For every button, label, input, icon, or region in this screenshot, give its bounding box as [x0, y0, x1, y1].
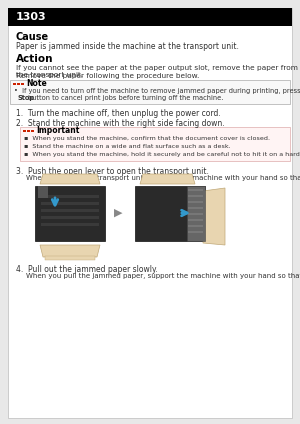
Bar [38, 186, 48, 198]
Bar [41, 202, 99, 205]
Text: Cause: Cause [16, 32, 49, 42]
Bar [41, 195, 99, 198]
Polygon shape [140, 174, 195, 184]
Bar [135, 186, 205, 241]
Bar [41, 209, 99, 212]
Bar [41, 223, 99, 226]
Text: When you pull the jammed paper, support the machine with your hand so that it do: When you pull the jammed paper, support … [26, 273, 300, 279]
Bar [20, 127, 290, 161]
Text: When you open the transport unit, support the machine with your hand so that it : When you open the transport unit, suppor… [26, 175, 300, 181]
Text: Stop: Stop [17, 95, 34, 101]
Text: If you cannot see the paper at the paper output slot, remove the paper from the : If you cannot see the paper at the paper… [16, 65, 298, 78]
Text: ▪  Stand the machine on a wide and flat surface such as a desk.: ▪ Stand the machine on a wide and flat s… [24, 144, 231, 149]
Polygon shape [203, 188, 225, 245]
Text: 3.  Push the open lever to open the transport unit.: 3. Push the open lever to open the trans… [16, 167, 209, 176]
Bar [188, 225, 203, 227]
Text: 2.  Stand the machine with the right side facing down.: 2. Stand the machine with the right side… [16, 119, 225, 128]
Text: Important: Important [36, 126, 80, 135]
Bar [188, 201, 203, 203]
Text: ▪  When you stand the machine, hold it securely and be careful not to hit it on : ▪ When you stand the machine, hold it se… [24, 152, 300, 157]
Bar [188, 219, 203, 221]
Bar [17, 83, 20, 85]
Bar [31, 129, 34, 132]
Text: 1.  Turn the machine off, then unplug the power cord.: 1. Turn the machine off, then unplug the… [16, 109, 221, 118]
Bar [41, 216, 99, 219]
Text: ▪  When you stand the machine, confirm that the document cover is closed.: ▪ When you stand the machine, confirm th… [24, 136, 270, 141]
Bar [188, 195, 203, 197]
Bar [187, 186, 205, 241]
Text: ▶: ▶ [114, 208, 122, 218]
Bar [188, 207, 203, 209]
Text: Remove the paper following the procedure below.: Remove the paper following the procedure… [16, 73, 200, 79]
Bar [45, 256, 95, 260]
Bar [13, 83, 16, 85]
Bar [27, 129, 29, 132]
Text: Paper is jammed inside the machine at the transport unit.: Paper is jammed inside the machine at th… [16, 42, 239, 51]
Bar [35, 186, 105, 241]
Text: Action: Action [16, 54, 53, 64]
Bar [10, 80, 290, 104]
Bar [8, 8, 292, 26]
Text: •  If you need to turn off the machine to remove jammed paper during printing, p: • If you need to turn off the machine to… [14, 89, 300, 95]
Text: 1303: 1303 [16, 12, 46, 22]
Bar [188, 213, 203, 215]
Bar [188, 231, 203, 233]
Bar [188, 189, 203, 191]
Polygon shape [40, 174, 100, 184]
Text: Note: Note [26, 79, 47, 88]
Polygon shape [40, 245, 100, 257]
Text: 4.  Pull out the jammed paper slowly.: 4. Pull out the jammed paper slowly. [16, 265, 158, 274]
Text: button to cancel print jobs before turning off the machine.: button to cancel print jobs before turni… [28, 95, 224, 101]
Bar [21, 83, 23, 85]
Bar [23, 129, 26, 132]
